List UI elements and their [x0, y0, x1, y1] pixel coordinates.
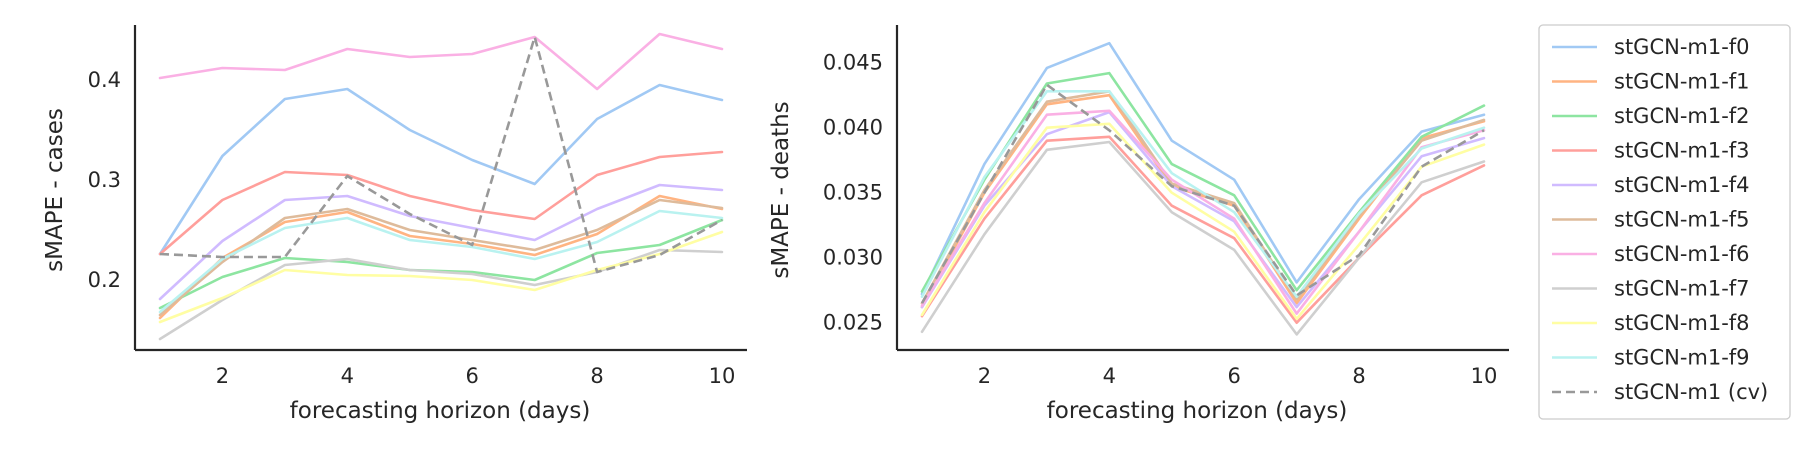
cases-chart: forecasting horizon (days) sMAPE - cases… [42, 25, 747, 424]
legend-label: stGCN-m1-f0 [1614, 35, 1750, 59]
legend-label: stGCN-m1-f7 [1614, 277, 1750, 301]
deaths-x-tick-label: 8 [1352, 364, 1365, 388]
cases-x-tick-label: 2 [216, 364, 229, 388]
cases-series-stgcn-m1-f9 [158, 209, 724, 314]
deaths-y-tick-label: 0.045 [823, 51, 883, 75]
legend-label: stGCN-m1-f8 [1614, 311, 1750, 335]
deaths-series-stgcn-m1-cv [920, 83, 1485, 304]
cases-series-stgcn-m1-f0 [158, 83, 724, 256]
legend-label: stGCN-m1 (cv) [1614, 380, 1768, 404]
deaths-series-stgcn-m1-f8 [920, 122, 1486, 321]
legend: stGCN-m1-f0 stGCN-m1-f1 stGCN-m1-f2 stGCN-m… [1538, 24, 1791, 420]
deaths-series-stgcn-m1-f1 [920, 93, 1486, 309]
legend-label: stGCN-m1-f1 [1614, 70, 1750, 94]
cases-series-stgcn-m1-f5 [158, 198, 724, 317]
cases-series-stgcn-m1-f7 [158, 248, 724, 341]
cases-x-tick-label: 8 [590, 364, 603, 388]
cases-series-stgcn-m1-cv [159, 35, 723, 274]
deaths-series-stgcn-m1-f2 [920, 71, 1486, 293]
deaths-y-tick-label: 0.025 [823, 311, 883, 335]
cases-y-tick-label: 0.2 [88, 268, 121, 292]
deaths-series-stgcn-m1-f6 [920, 109, 1486, 315]
cases-x-tick-label: 6 [466, 364, 479, 388]
cases-ylabel: sMAPE - cases [42, 108, 68, 272]
deaths-x-tick-label: 2 [978, 364, 991, 388]
cases-y-tick-label: 0.4 [88, 68, 121, 92]
cases-x-tick-label: 10 [709, 364, 736, 388]
deaths-x-tick-label: 4 [1103, 364, 1116, 388]
deaths-y-tick-label: 0.035 [823, 181, 883, 205]
cases-series-stgcn-m1-f3 [158, 150, 724, 256]
cases-y-tick-label: 0.3 [88, 168, 121, 192]
legend-label: stGCN-m1-f4 [1614, 173, 1750, 197]
deaths-chart: forecasting horizon (days) sMAPE - death… [768, 25, 1509, 424]
legend-frame [1538, 24, 1791, 420]
deaths-ylabel: sMAPE - deaths [768, 101, 794, 278]
deaths-series-stgcn-m1-f9 [920, 90, 1486, 299]
legend-label: stGCN-m1-f3 [1614, 139, 1750, 163]
deaths-y-tick-label: 0.040 [823, 116, 883, 140]
deaths-x-tick-label: 6 [1228, 364, 1241, 388]
cases-series-stgcn-m1-f2 [158, 218, 724, 310]
legend-label: stGCN-m1-f9 [1614, 346, 1750, 370]
cases-series-stgcn-m1-f6 [158, 32, 724, 91]
deaths-y-tick-label: 0.030 [823, 246, 883, 270]
cases-series-stgcn-m1-f8 [158, 230, 724, 324]
deaths-series-stgcn-m1-f3 [920, 135, 1486, 325]
cases-series-stgcn-m1-f4 [158, 183, 724, 301]
legend-label: stGCN-m1-f5 [1614, 208, 1750, 232]
cases-x-tick-label: 4 [341, 364, 354, 388]
deaths-x-tick-label: 10 [1471, 364, 1498, 388]
deaths-xlabel: forecasting horizon (days) [1047, 398, 1348, 424]
deaths-series-stgcn-m1-f7 [920, 140, 1486, 336]
legend-label: stGCN-m1-f6 [1614, 242, 1750, 266]
deaths-series-stgcn-m1-f0 [920, 41, 1486, 296]
legend-label: stGCN-m1-f2 [1614, 104, 1750, 128]
cases-xlabel: forecasting horizon (days) [290, 398, 591, 424]
